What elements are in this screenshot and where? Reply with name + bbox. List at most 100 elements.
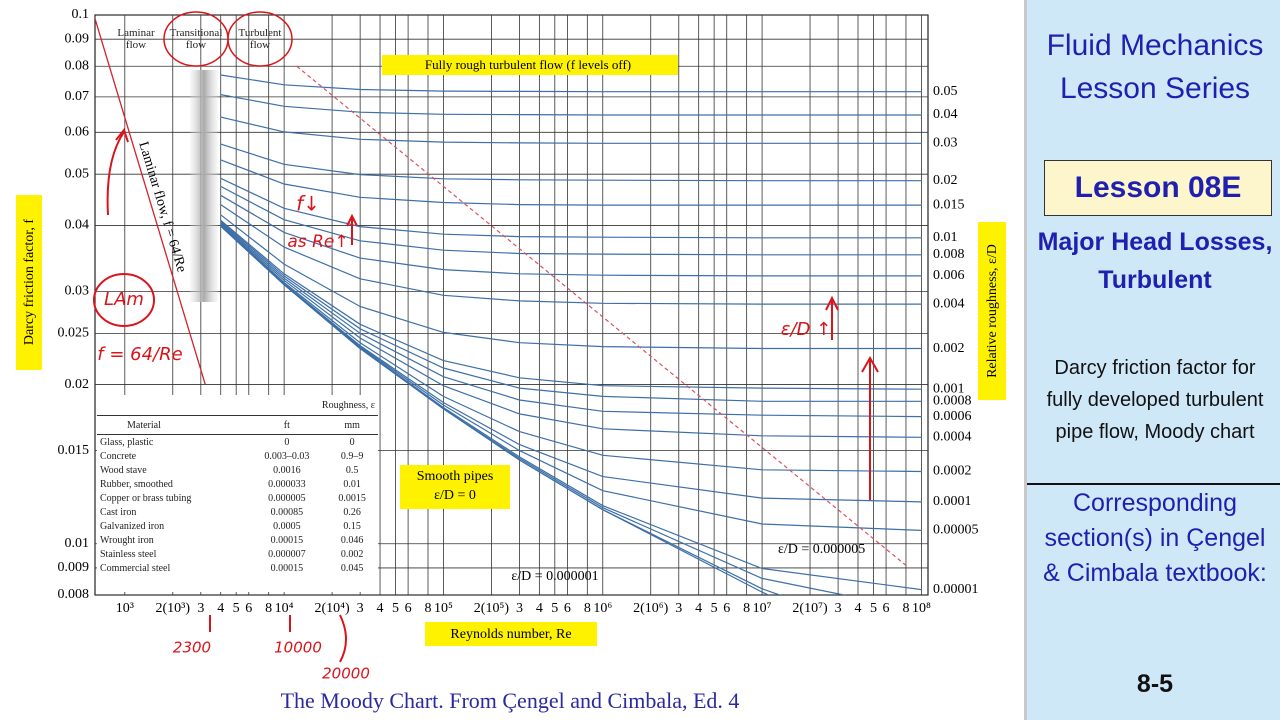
table-row: Wrought iron 0.00015 0.046 (97, 533, 378, 547)
table-cell: 0.0016 (273, 464, 301, 476)
x-tick-label: 3 (516, 601, 523, 616)
roughness-label: 0.006 (933, 268, 965, 283)
table-cell: Concrete (100, 450, 137, 462)
y-label-highlight (16, 195, 42, 370)
hand-circle (227, 11, 293, 67)
roughness-label: 0.05 (933, 84, 958, 99)
handwritten-note: f = 64/Re (97, 344, 182, 365)
friction-curve (220, 224, 922, 531)
friction-curve (220, 185, 922, 256)
table-row: Copper or brass tubing 0.000005 0.0015 (97, 491, 378, 505)
roughness-label: 0.0006 (933, 409, 972, 424)
table-cell: 0.5 (345, 464, 359, 476)
friction-curve (220, 74, 922, 93)
table-cell: 0.003–0.03 (264, 450, 310, 462)
table-cell: 0.00015 (270, 562, 304, 574)
x-tick-label: 3 (357, 601, 364, 616)
roughness-label: 0.001 (933, 381, 965, 396)
roughness-label: 0.04 (933, 107, 958, 122)
friction-curve (220, 177, 922, 239)
table-cell: 0.26 (343, 506, 361, 518)
x-tick-label: 6 (564, 601, 571, 616)
x-tick-label: 2(10³) (156, 601, 191, 616)
x-tick-label: 8 (265, 601, 272, 616)
regime-label: Laminar flow (117, 27, 155, 51)
table-row: Wood stave 0.0016 0.5 (97, 463, 378, 477)
topic: Major Head Losses, Turbulent (1037, 228, 1273, 294)
friction-curve (220, 225, 770, 595)
table-cell: Rubber, smoothed (100, 478, 173, 490)
chart: Darcy friction factor, f Relative roughn… (16, 7, 1006, 683)
friction-curve (220, 159, 922, 206)
table-cell: 0.00085 (270, 506, 304, 518)
x-tick-label: 8 (584, 601, 591, 616)
hand-arrows (106, 127, 879, 663)
y-tick-label: 0.05 (65, 166, 90, 181)
x-tick-label: 2(10⁵) (474, 601, 510, 616)
curve-label: ε/D = 0.000001 (511, 569, 598, 584)
table-cell (97, 395, 247, 416)
x-tick-label: 6 (245, 601, 252, 616)
y-tick-label: 0.06 (65, 125, 90, 140)
reference: 8-5 (1136, 670, 1174, 698)
table-cell: Commercial steel (100, 562, 171, 574)
table-cell: 0.15 (343, 520, 361, 532)
smooth-highlight (400, 465, 510, 509)
x-tick-label: 10⁴ (275, 601, 294, 616)
friction-curve (220, 194, 922, 277)
x-tick-label: 10⁷ (753, 601, 772, 616)
x-tick-label: 5 (711, 601, 718, 616)
y-axis-label: Darcy friction factor, f (22, 219, 37, 345)
y-tick-label: 0.008 (58, 587, 90, 602)
friction-curve (220, 224, 922, 473)
x-tick-label: 6 (723, 601, 730, 616)
x-tick-label: 3 (835, 601, 842, 616)
handwritten-note: ε/D ↑ (781, 319, 831, 340)
roughness-label: 0.00001 (933, 582, 979, 597)
table-cell: 0.000033 (268, 478, 306, 490)
y-tick-label: 0.08 (65, 58, 90, 73)
friction-curve (220, 220, 922, 402)
friction-curve (220, 219, 922, 390)
roughness-table: Roughness, ε Material ft mm Glass, plastic 0 0… (97, 395, 378, 592)
table-cell: 0 (349, 436, 355, 448)
table: Roughness, ε Material ft mm Glass, plastic 0 0… (97, 395, 378, 575)
y2-label-highlight (978, 222, 1006, 400)
x-tick-label: 4 (695, 601, 702, 616)
table-cell: Cast iron (100, 506, 137, 518)
y2-axis-label: Relative roughness, ε/D (985, 244, 1000, 378)
table-row: Galvanized iron 0.0005 0.15 (97, 519, 378, 533)
y-tick-label: 0.07 (65, 89, 90, 104)
roughness-label: 0.0001 (933, 494, 972, 509)
smooth-eps-label: ε/D = 0 (434, 488, 476, 503)
table-cell: 0 (284, 436, 290, 448)
table-group-header: Roughness, ε (321, 399, 375, 411)
roughness-label: 0.0002 (933, 464, 972, 479)
table-cell: 0.0005 (273, 520, 301, 532)
y-tick-label: 0.02 (65, 377, 90, 392)
friction-curve (220, 223, 922, 438)
curves (95, 16, 922, 595)
table-header: ft (283, 419, 290, 431)
y-tick-label: 0.01 (65, 536, 90, 551)
table-cell: 0.002 (340, 548, 364, 560)
fully-rough-label: Fully rough turbulent flow (f levels off… (425, 57, 631, 72)
curve-label: ε/D = 0.000005 (778, 542, 865, 557)
friction-curve (220, 222, 922, 418)
y-tick-label: 0.04 (65, 218, 90, 233)
laminar-line (95, 16, 206, 385)
table-cell: 0.046 (340, 534, 364, 546)
table-row: Material ft mm (97, 415, 378, 435)
table-header: mm (344, 419, 360, 431)
handwritten-note: LAm (104, 289, 144, 310)
x-tick-label: 8 (902, 601, 909, 616)
x-tick-label: 3 (197, 601, 204, 616)
handwritten-note: 20000 (322, 665, 370, 683)
table-cell: 0.000005 (268, 492, 306, 504)
x-tick-label: 3 (675, 601, 682, 616)
roughness-label: 0.0008 (933, 393, 972, 408)
regime-label: Turbulent flow (238, 27, 282, 51)
table-row: Concrete 0.003–0.03 0.9–9 (97, 449, 378, 463)
table-row: Stainless steel 0.000007 0.002 (97, 547, 378, 561)
